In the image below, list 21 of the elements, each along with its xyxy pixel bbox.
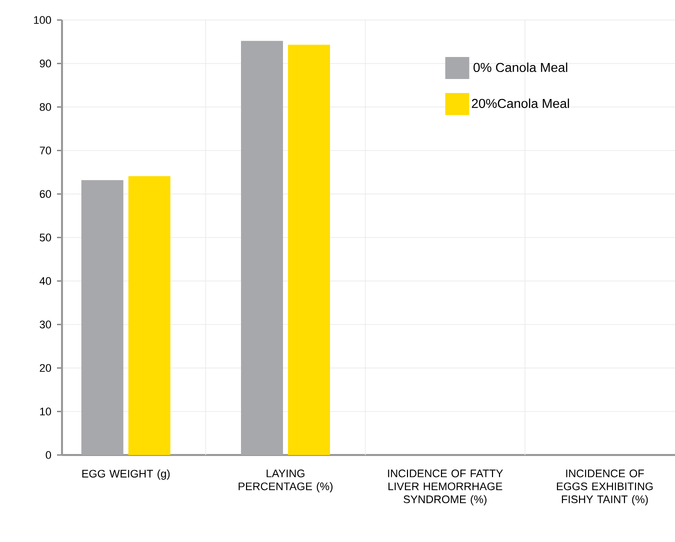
x-tick-label: LAYING PERCENTAGE (%) <box>238 470 333 492</box>
x-tick-label: INCIDENCE OF EGGS EXHIBITING FISHY TAINT (%) <box>556 470 653 506</box>
x-tick-label: INCIDENCE OF FATTY LIVER HEMORRHAGE SYNDROME (%) <box>388 470 503 506</box>
legend-label: 0% Canola Meal <box>474 62 568 72</box>
y-tick-label: 90 <box>40 60 52 68</box>
y-tick-label: 60 <box>40 190 52 198</box>
bar <box>288 44 330 455</box>
y-tick-label: 80 <box>40 103 52 111</box>
y-tick-label: 30 <box>40 320 52 328</box>
x-tick-label: EGG WEIGHT (g) <box>82 470 170 480</box>
y-tick-label: 10 <box>40 408 52 416</box>
y-tick-label: 50 <box>40 234 52 242</box>
legend-label: 20%Canola Meal <box>472 98 569 108</box>
y-tick-label: 20 <box>40 364 52 372</box>
y-tick-label: 100 <box>34 16 52 24</box>
bar <box>240 40 283 455</box>
y-tick-label: 40 <box>40 277 52 285</box>
y-tick-label: 70 <box>40 146 52 154</box>
y-tick-label: 0 <box>46 451 52 459</box>
bar <box>128 176 170 455</box>
bar <box>81 180 124 455</box>
